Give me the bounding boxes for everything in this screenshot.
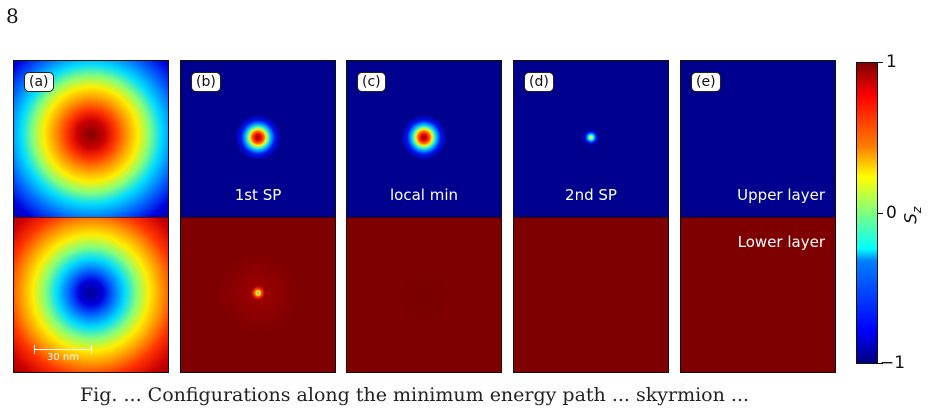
panel-b: (b) 1st SP [180,60,336,373]
panel-tag: (c) [357,72,386,92]
scale-bar-cap-right [91,345,92,354]
panel-tag: (a) [24,72,54,92]
colorbar-label-main: S [901,212,922,224]
panel-a: (a) 30 nm [13,60,169,373]
scale-bar: 30 nm [34,344,92,363]
panel-d-lower-layer [514,216,668,372]
colorbar-tick-label: 1 [886,52,897,72]
colorbar-label: Sz [901,207,923,224]
panel-c-lower-layer [347,216,501,372]
colorbar-label-sub: z [909,206,924,213]
panel-b-lower-layer [181,216,335,372]
colorbar-tick-bottom [878,363,883,364]
panel-c: (c) local min [346,60,502,373]
colorbar-tick-label: 0 [886,203,897,223]
figure-caption: Fig. ... Configurations along the minimu… [80,384,749,406]
upper-layer-label: Upper layer [737,186,825,204]
lower-layer-label: Lower layer [737,233,825,251]
colorbar [856,62,878,364]
panel-tag: (e) [691,72,721,92]
layer-divider [347,216,501,218]
colorbar-tick-label: −1 [880,353,906,373]
panel-d-label: 2nd SP [565,186,617,204]
panel-b-label: 1st SP [234,186,282,204]
layer-divider [181,216,335,218]
colorbar-tick-top [878,62,883,63]
layer-divider [514,216,668,218]
panel-e-lower-layer [681,216,835,372]
layer-divider [14,216,168,218]
scale-bar-line [34,349,92,350]
scale-bar-cap-left [34,345,35,354]
scale-bar-label: 30 nm [47,352,79,363]
panel-tag: (b) [191,72,221,92]
panel-c-label: local min [389,186,458,204]
panel-tag: (d) [524,72,554,92]
panel-d: (d) 2nd SP [513,60,669,373]
colorbar-tick-mid [878,213,883,214]
panel-e: (e) Upper layer Lower layer [680,60,836,373]
layer-divider [681,216,835,218]
page-number: 8 [6,4,19,28]
